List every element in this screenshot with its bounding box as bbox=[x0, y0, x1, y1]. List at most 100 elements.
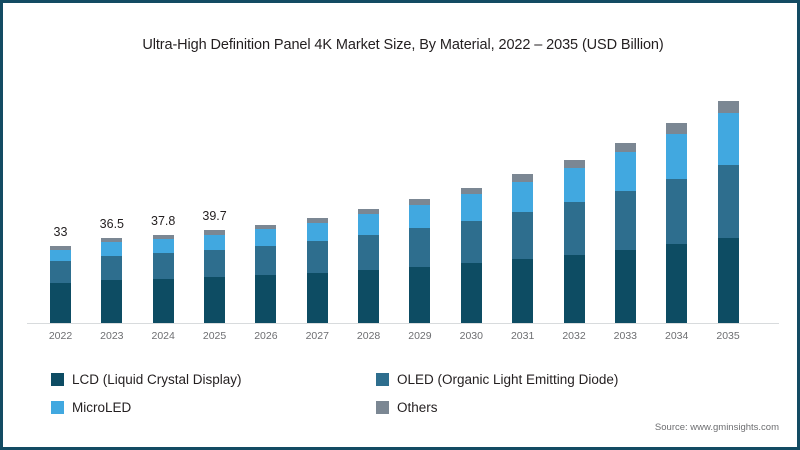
bar-segment[interactable] bbox=[512, 174, 534, 182]
bar-segment[interactable] bbox=[204, 276, 226, 323]
bar-segment[interactable] bbox=[101, 241, 123, 256]
bar-segment[interactable] bbox=[50, 282, 71, 323]
bar-segment[interactable] bbox=[101, 237, 123, 242]
bar-segment[interactable] bbox=[255, 275, 277, 323]
bar-segment[interactable] bbox=[152, 253, 174, 279]
bar-data-label: 33 bbox=[53, 224, 68, 239]
bar-segment[interactable] bbox=[460, 187, 482, 195]
bar-segment[interactable] bbox=[409, 199, 431, 206]
bar-segment[interactable] bbox=[306, 217, 328, 223]
bar-column[interactable] bbox=[255, 224, 277, 323]
legend-label-lcd: LCD (Liquid Crystal Display) bbox=[72, 371, 242, 387]
bar-segment[interactable] bbox=[306, 222, 328, 242]
bar-segment[interactable] bbox=[306, 272, 328, 323]
bar-column[interactable] bbox=[306, 217, 328, 323]
x-axis-tick-label: 2035 bbox=[716, 330, 740, 342]
x-axis-tick-label: 2032 bbox=[562, 330, 586, 342]
legend-swatch-microled bbox=[51, 400, 64, 414]
bar-segment[interactable] bbox=[409, 205, 431, 229]
bar-segment[interactable] bbox=[614, 249, 636, 323]
legend-item-lcd[interactable]: LCD (Liquid Crystal Display) bbox=[51, 372, 376, 387]
bar-segment[interactable] bbox=[717, 101, 739, 113]
legend-label-others: Others bbox=[397, 399, 438, 415]
bar-segment[interactable] bbox=[358, 214, 380, 236]
bar-column[interactable] bbox=[460, 187, 482, 323]
bar-segment[interactable] bbox=[409, 228, 431, 267]
chart-legend: LCD (Liquid Crystal Display) OLED (Organ… bbox=[51, 365, 751, 421]
legend-item-microled[interactable]: MicroLED bbox=[51, 400, 376, 415]
bar-segment[interactable] bbox=[204, 249, 226, 277]
bar-segment[interactable] bbox=[563, 159, 585, 168]
bar-segment[interactable] bbox=[563, 254, 585, 323]
bar-column[interactable] bbox=[512, 174, 534, 323]
legend-item-others[interactable]: Others bbox=[376, 400, 438, 415]
bar-segment[interactable] bbox=[512, 181, 534, 213]
bar-segment[interactable] bbox=[460, 220, 482, 264]
bar-segment[interactable] bbox=[666, 244, 688, 323]
legend-swatch-others bbox=[376, 400, 389, 414]
bar-segment[interactable] bbox=[717, 112, 739, 165]
x-axis-tick-label: 2027 bbox=[305, 330, 329, 342]
bar-segment[interactable] bbox=[255, 229, 277, 246]
bar-segment[interactable] bbox=[614, 142, 636, 152]
bar-column[interactable] bbox=[152, 234, 174, 323]
bar-segment[interactable] bbox=[717, 164, 739, 238]
x-axis-tick-label: 2024 bbox=[151, 330, 175, 342]
bar-segment[interactable] bbox=[255, 224, 277, 230]
bar-data-label: 37.8 bbox=[151, 213, 176, 228]
bar-segment[interactable] bbox=[306, 241, 328, 273]
x-axis-tick-label: 2026 bbox=[254, 330, 278, 342]
legend-swatch-lcd bbox=[51, 372, 64, 386]
x-axis-tick-label: 2028 bbox=[356, 330, 381, 342]
bar-column[interactable] bbox=[717, 101, 739, 323]
source-attribution: Source: www.gminsights.com bbox=[654, 422, 779, 433]
bar-column[interactable] bbox=[409, 199, 431, 323]
bar-segment[interactable] bbox=[358, 269, 380, 323]
bar-segment[interactable] bbox=[50, 249, 71, 262]
bar-segment[interactable] bbox=[409, 266, 431, 323]
bar-column[interactable] bbox=[563, 159, 585, 323]
bar-column[interactable] bbox=[101, 237, 123, 323]
bar-segment[interactable] bbox=[204, 230, 226, 235]
x-axis-line bbox=[27, 323, 779, 324]
bar-column[interactable] bbox=[204, 230, 226, 323]
bar-segment[interactable] bbox=[460, 263, 482, 323]
bar-segment[interactable] bbox=[50, 261, 71, 283]
bar-segment[interactable] bbox=[512, 259, 534, 323]
x-axis-tick-label: 2022 bbox=[48, 330, 73, 342]
x-axis-tick-label: 2023 bbox=[100, 330, 124, 342]
bar-segment[interactable] bbox=[563, 202, 585, 255]
x-axis-tick-label: 2025 bbox=[202, 330, 227, 342]
bar-data-label: 39.7 bbox=[202, 209, 227, 224]
bar-segment[interactable] bbox=[101, 255, 123, 280]
bar-segment[interactable] bbox=[101, 279, 123, 323]
bar-segment[interactable] bbox=[358, 235, 380, 270]
legend-item-oled[interactable]: OLED (Organic Light Emitting Diode) bbox=[376, 372, 618, 387]
bar-segment[interactable] bbox=[512, 212, 534, 260]
bar-column[interactable] bbox=[358, 209, 380, 323]
bar-data-label: 36.5 bbox=[99, 216, 125, 231]
bar-segment[interactable] bbox=[666, 178, 688, 245]
bar-column[interactable] bbox=[614, 142, 636, 323]
bar-segment[interactable] bbox=[50, 245, 71, 250]
x-axis-tick-label: 2030 bbox=[459, 330, 483, 342]
x-axis-tick-label: 2033 bbox=[613, 330, 638, 342]
bar-segment[interactable] bbox=[152, 234, 174, 239]
bar-column[interactable] bbox=[666, 123, 688, 323]
bar-segment[interactable] bbox=[358, 209, 380, 215]
bar-segment[interactable] bbox=[666, 133, 688, 179]
bar-segment[interactable] bbox=[204, 234, 226, 250]
x-axis-tick-label: 2029 bbox=[408, 330, 432, 342]
bar-segment[interactable] bbox=[563, 167, 585, 203]
bar-segment[interactable] bbox=[255, 245, 277, 276]
bar-segment[interactable] bbox=[614, 151, 636, 192]
bar-segment[interactable] bbox=[460, 194, 482, 221]
bar-segment[interactable] bbox=[152, 238, 174, 254]
bar-column[interactable] bbox=[50, 245, 71, 323]
legend-label-microled: MicroLED bbox=[72, 399, 132, 415]
bar-segment[interactable] bbox=[717, 238, 739, 323]
bar-segment[interactable] bbox=[666, 123, 688, 134]
legend-label-oled: OLED (Organic Light Emitting Diode) bbox=[397, 371, 619, 387]
bar-segment[interactable] bbox=[614, 191, 636, 250]
bar-segment[interactable] bbox=[152, 278, 174, 323]
